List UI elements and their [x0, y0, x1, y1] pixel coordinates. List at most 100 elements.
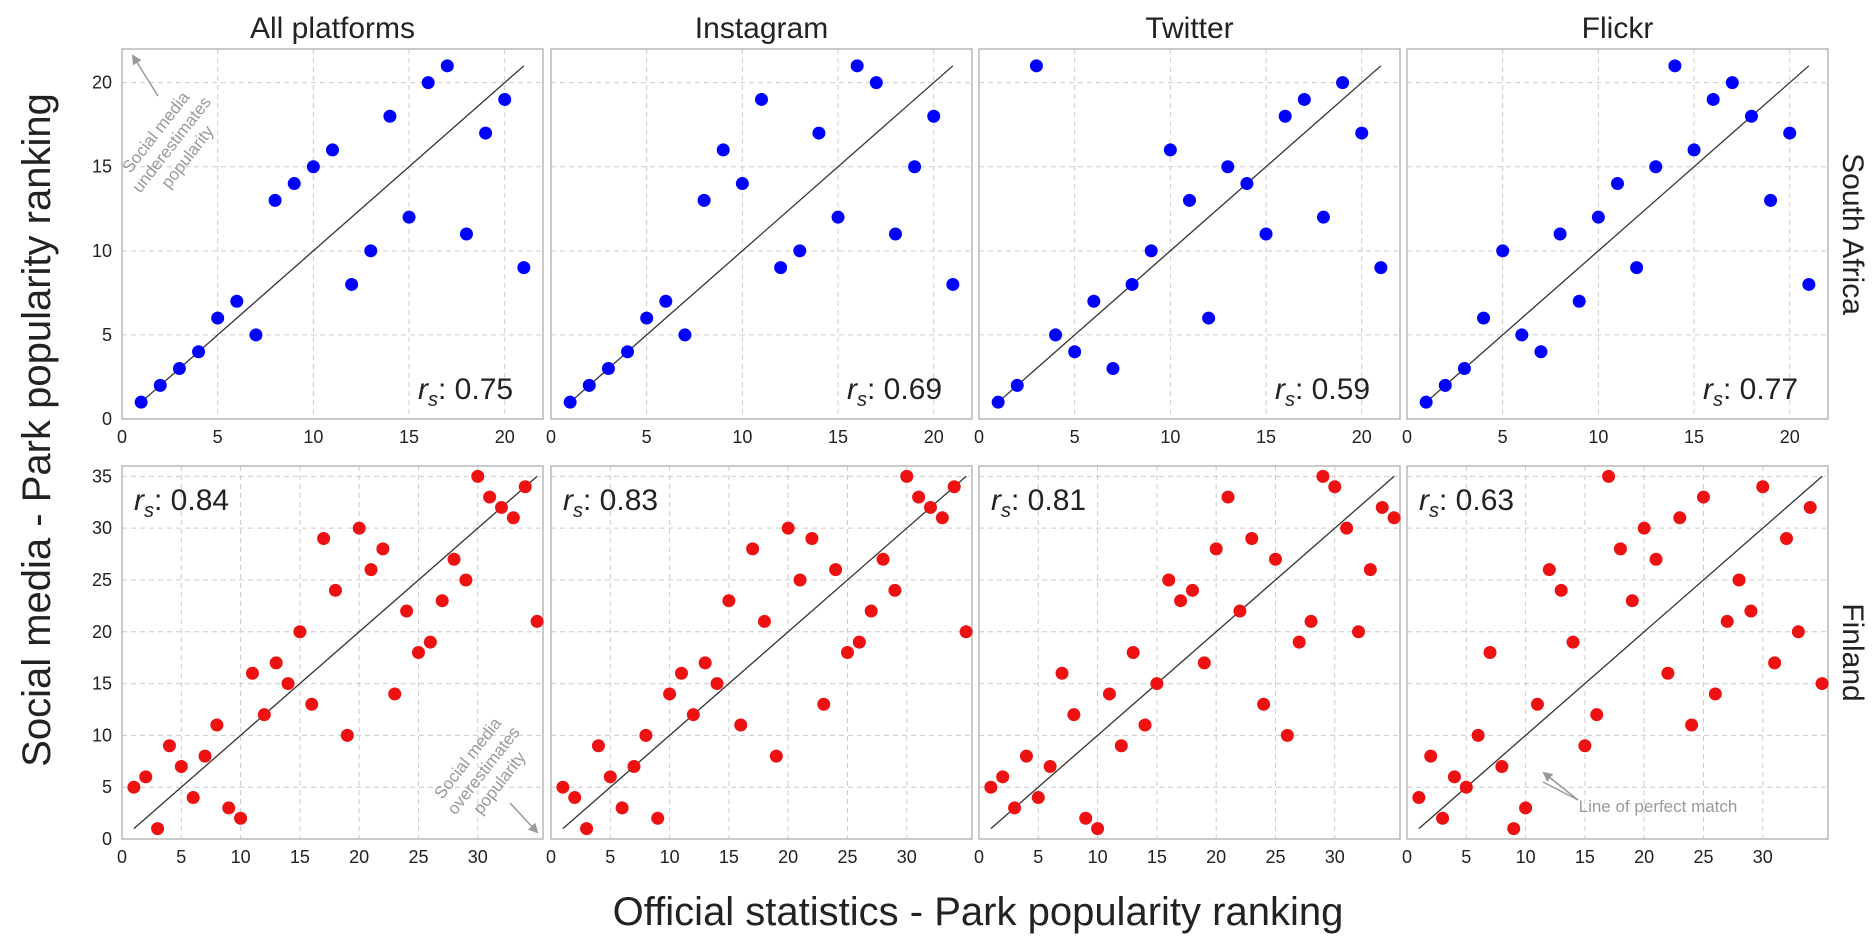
data-point [1459, 780, 1473, 794]
x-tick-label: 5 [605, 847, 615, 867]
data-point [479, 126, 493, 140]
data-point [1010, 378, 1024, 392]
data-point [1374, 261, 1388, 275]
data-point [568, 791, 582, 805]
data-point [388, 687, 402, 701]
data-point [186, 791, 200, 805]
data-point [1590, 708, 1604, 722]
data-point [1138, 718, 1152, 732]
panel-frame [1406, 465, 1829, 840]
data-point [781, 521, 795, 535]
x-tick-label: 30 [468, 847, 488, 867]
panel-south-africa-flickr: 0 5 10 15 20 rs: 0.77 [1402, 48, 1829, 447]
data-point [1649, 552, 1663, 566]
data-point [305, 697, 319, 711]
data-point [591, 739, 605, 753]
data-point [1304, 614, 1318, 628]
data-point [1245, 532, 1259, 546]
data-point [927, 109, 941, 123]
data-point [1355, 126, 1369, 140]
data-point [268, 193, 282, 207]
column-title-instagram: Instagram [695, 12, 828, 45]
perfect-match-line [569, 65, 954, 403]
data-point [1221, 490, 1235, 504]
x-tick-label: 30 [1325, 847, 1345, 867]
data-point [1067, 708, 1081, 722]
data-point [1706, 92, 1720, 106]
data-point [328, 583, 342, 597]
data-point [1202, 311, 1216, 325]
y-tick-label: 20 [92, 622, 112, 642]
x-tick-label: 5 [1498, 427, 1508, 447]
x-tick-label: 0 [974, 847, 984, 867]
data-point [1079, 811, 1093, 825]
figure-ylabel: Social media - Park popularity ranking [15, 93, 59, 767]
data-point [139, 770, 153, 784]
column-title-all-platforms: All platforms [250, 12, 415, 45]
panel-finland-flickr: 0 5 10 15 20 25 30 rs: 0.63 [1402, 465, 1829, 867]
data-point [440, 59, 454, 73]
data-point [1496, 244, 1510, 258]
data-point [817, 697, 831, 711]
data-point [1572, 294, 1586, 308]
data-point [1292, 635, 1306, 649]
data-point [192, 345, 206, 359]
data-point [447, 552, 461, 566]
data-point [1668, 59, 1682, 73]
data-point [1554, 583, 1568, 597]
data-point [1125, 277, 1139, 291]
panel-south-africa-twitter: 0 5 10 15 20 rs: 0.59 [974, 48, 1401, 447]
data-point [1744, 604, 1758, 618]
panel-south-africa-all-platforms: 0 5 10 15 20 0 5 10 15 20 rs: 0.75 [92, 48, 544, 447]
x-tick-label: 0 [546, 427, 556, 447]
data-point [1566, 635, 1580, 649]
data-point [1477, 311, 1491, 325]
data-point [1150, 677, 1164, 691]
data-point [287, 177, 301, 191]
data-point [984, 780, 998, 794]
data-point [556, 780, 570, 794]
data-point [326, 143, 339, 157]
data-point [1278, 109, 1292, 123]
data-point [364, 244, 378, 258]
data-point [603, 770, 617, 784]
x-tick-label: 0 [117, 427, 127, 447]
data-point [1068, 345, 1082, 359]
data-point [840, 646, 854, 659]
data-point [888, 583, 902, 597]
data-point [1447, 770, 1461, 784]
data-point [1687, 143, 1701, 157]
data-point [959, 625, 973, 639]
data-point [234, 811, 248, 825]
data-point [1209, 542, 1223, 556]
data-point [1316, 210, 1330, 224]
panel-frame [978, 48, 1401, 420]
data-point [402, 210, 416, 224]
data-point [864, 604, 878, 618]
data-point [1457, 362, 1471, 376]
data-point [172, 362, 186, 376]
x-tick-label: 10 [1088, 847, 1108, 867]
row-label-south-africa: South Africa [1836, 153, 1869, 315]
data-point [1257, 697, 1271, 711]
data-point [211, 311, 225, 325]
underestimates-arrow [131, 54, 159, 97]
data-point [888, 227, 902, 241]
x-tick-label: 15 [290, 847, 310, 867]
data-point [506, 511, 520, 525]
data-point [1815, 677, 1829, 691]
figure-xlabel: Official statistics - Park popularity ra… [613, 890, 1344, 934]
data-point [352, 521, 366, 535]
panel-frame [1406, 48, 1829, 420]
data-point [421, 76, 435, 90]
data-point [663, 687, 677, 701]
data-point [1019, 749, 1033, 763]
data-point [1661, 666, 1675, 680]
data-point [1764, 193, 1778, 207]
x-tick-label: 5 [642, 427, 652, 447]
rs-label: rs: 0.69 [847, 373, 942, 411]
data-point [153, 378, 167, 392]
perfect-match-label: Line of perfect match [1579, 797, 1738, 816]
x-tick-label: 0 [1402, 427, 1412, 447]
column-title-twitter: Twitter [1145, 12, 1233, 45]
